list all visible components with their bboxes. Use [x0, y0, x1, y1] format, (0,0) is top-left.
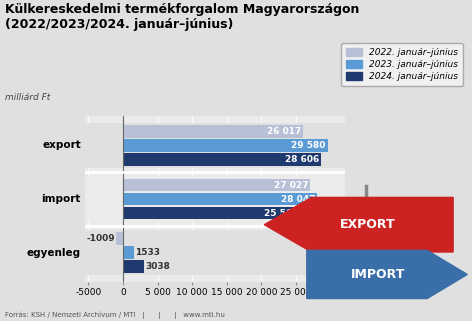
Text: 26 017: 26 017	[267, 127, 301, 136]
Text: 28 606: 28 606	[285, 155, 319, 164]
Bar	[123, 153, 321, 166]
Text: 3038: 3038	[145, 262, 170, 271]
Bar	[123, 260, 144, 273]
Text: 29 580: 29 580	[291, 141, 326, 150]
Text: 1533: 1533	[135, 248, 160, 257]
Text: Külkereskedelmi termékforgalom Magyarországon
(2022/2023/2024. január–június): Külkereskedelmi termékforgalom Magyarors…	[5, 3, 359, 31]
Bar	[123, 206, 300, 220]
Text: milliárd Ft: milliárd Ft	[5, 93, 50, 102]
Bar	[85, 177, 345, 221]
Bar	[116, 232, 123, 245]
Polygon shape	[307, 250, 467, 299]
Bar	[85, 123, 345, 168]
Text: 25 568: 25 568	[263, 209, 298, 218]
Polygon shape	[264, 197, 453, 252]
Text: IMPORT: IMPORT	[350, 268, 405, 281]
Text: 27 027: 27 027	[274, 180, 308, 189]
Bar	[123, 178, 310, 192]
Bar	[123, 139, 328, 152]
Text: EXPORT: EXPORT	[340, 218, 396, 231]
Text: Forrás: KSH / Nemzeti Archívum / MTI   |      |      |   www.mti.hu: Forrás: KSH / Nemzeti Archívum / MTI | |…	[5, 312, 225, 319]
Legend: 2022. január–június, 2023. január–június, 2024. január–június: 2022. január–június, 2023. január–június…	[341, 43, 463, 86]
Text: -1009: -1009	[86, 234, 115, 243]
Text: 28 047: 28 047	[281, 195, 315, 204]
Bar	[123, 125, 303, 138]
Bar	[85, 230, 345, 275]
Bar	[123, 193, 317, 205]
Bar	[123, 247, 134, 259]
